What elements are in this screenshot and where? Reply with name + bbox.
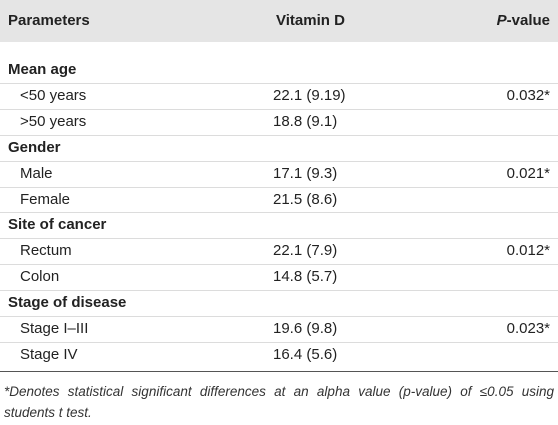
row-rule: [0, 186, 558, 188]
row-label: Male: [20, 164, 53, 182]
group-label: Stage of disease: [8, 294, 127, 312]
row-rule: [0, 82, 558, 84]
group-label: Site of cancer: [8, 216, 107, 234]
header-cell: Vitamin D: [276, 12, 345, 29]
row-rule: [0, 316, 558, 317]
group-label: Mean age: [8, 61, 77, 78]
header-cell: P-value: [497, 11, 550, 31]
value-cell: 14.8 (5.7): [273, 268, 338, 286]
row-label: Rectum: [20, 242, 72, 260]
p-value-cell: 0.032*: [506, 86, 550, 104]
value-cell: 16.4 (5.6): [273, 345, 338, 363]
header-cell: Parameters: [8, 12, 90, 29]
bottom-rule: [0, 371, 558, 372]
p-value-cell: 0.012*: [506, 242, 550, 260]
value-cell: 19.6 (9.8): [273, 320, 338, 337]
row-rule: [0, 264, 558, 266]
header-text: -value: [506, 12, 550, 29]
value-cell: 18.8 (9.1): [273, 112, 338, 130]
row-label: <50 years: [20, 86, 87, 104]
row-rule: [0, 160, 558, 162]
p-value-cell: 0.021*: [506, 164, 550, 182]
group-label: Gender: [8, 138, 61, 156]
row-label: Stage IV: [20, 345, 78, 363]
footnote: *Denotes statistical significant differe…: [4, 384, 554, 420]
row-rule: [0, 341, 558, 343]
value-cell: 21.5 (8.6): [273, 190, 338, 208]
row-label: Female: [20, 190, 71, 208]
row-rule: [0, 108, 558, 110]
header-italic: P: [496, 12, 507, 29]
value-cell: 22.1 (7.9): [273, 242, 338, 260]
row-rule: [0, 238, 558, 240]
row-label: Colon: [20, 268, 60, 286]
value-cell: 17.1 (9.3): [273, 164, 338, 182]
value-cell: 22.1 (9.19): [273, 86, 346, 104]
header-row: Parameters Vitamin D P-value: [0, 0, 558, 42]
p-value-cell: 0.023*: [506, 320, 550, 337]
row-rule: [0, 134, 558, 136]
row-rule: [0, 290, 558, 292]
row-label: Stage I–III: [20, 320, 89, 337]
row-label: >50 years: [20, 112, 87, 130]
row-rule: [0, 212, 558, 214]
